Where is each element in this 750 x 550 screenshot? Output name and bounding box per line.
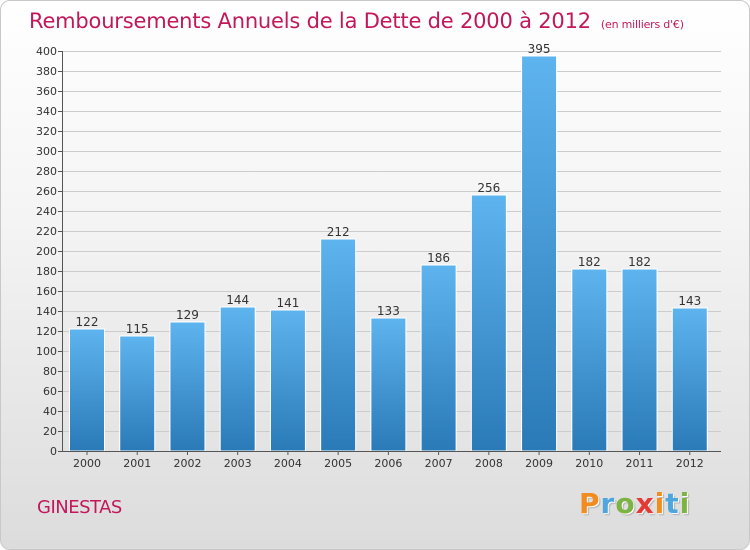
bar-2005 [320, 238, 357, 452]
y-tick-label: 360 [36, 85, 57, 98]
x-tick-label: 2012 [676, 457, 704, 470]
x-tick-label: 2000 [73, 457, 101, 470]
bar-2000 [69, 328, 105, 452]
value-label: 144 [226, 293, 249, 307]
logo-letter: P [579, 487, 601, 520]
y-tick-label: 200 [36, 245, 57, 258]
y-tick-label: 100 [36, 345, 57, 358]
y-tick-label: 180 [36, 265, 57, 278]
bar-2007 [420, 264, 457, 452]
x-tick-label: 2002 [173, 457, 201, 470]
bar-2009 [521, 55, 558, 452]
value-label: 122 [76, 315, 99, 329]
y-tick-label: 80 [43, 365, 57, 378]
bar-2004 [269, 309, 306, 452]
y-tick-label: 120 [36, 325, 57, 338]
x-tick-label: 2008 [475, 457, 503, 470]
y-tick-label: 60 [43, 385, 57, 398]
bar-2011 [621, 268, 658, 452]
y-tick-label: 320 [36, 125, 57, 138]
x-tick-label: 2003 [224, 457, 252, 470]
city-name: GINESTAS [37, 497, 122, 518]
bar-2010 [571, 268, 608, 452]
x-tick-label: 2009 [525, 457, 553, 470]
y-tick-label: 20 [43, 425, 57, 438]
value-label: 256 [477, 181, 500, 195]
y-tick-label: 40 [43, 405, 57, 418]
proxiti-logo: Proxiti [579, 487, 690, 520]
bars: 122 115 129 144 141 212 133 186 256 395 182 182 143 [69, 42, 708, 452]
x-tick-label: 2004 [274, 457, 302, 470]
y-tick-label: 280 [36, 165, 57, 178]
value-label: 182 [628, 255, 651, 269]
y-axis: 0 20 40 60 80 100 120 140 160 180 200 220 240 260 280 3… [36, 45, 63, 458]
y-tick-label: 240 [36, 205, 57, 218]
bar-2012 [671, 307, 708, 452]
value-label: 133 [377, 304, 400, 318]
value-label: 143 [678, 294, 701, 308]
logo-letter: x [635, 487, 655, 520]
logo-letter: r [600, 487, 616, 520]
value-label: 129 [176, 308, 199, 322]
x-axis: 2000 2001 2002 2003 2004 2005 2006 2007 2008 2009… [62, 451, 721, 470]
y-tick-label: 380 [36, 65, 57, 78]
bar-2002 [169, 321, 206, 452]
y-tick-label: 160 [36, 285, 57, 298]
x-tick-label: 2007 [425, 457, 453, 470]
x-tick-label: 2001 [123, 457, 151, 470]
y-tick-label: 0 [50, 445, 57, 458]
y-tick-label: 140 [36, 305, 57, 318]
y-tick-label: 400 [36, 45, 57, 58]
x-tick-label: 2010 [575, 457, 603, 470]
bar-2008 [470, 194, 507, 452]
y-tick-label: 220 [36, 225, 57, 238]
value-label: 182 [578, 255, 601, 269]
x-tick-label: 2005 [324, 457, 352, 470]
value-label: 186 [427, 251, 450, 265]
value-label: 395 [528, 42, 551, 56]
value-label: 115 [126, 322, 149, 336]
chart-subtitle: (en milliers d'€) [600, 18, 684, 31]
bar-2003 [219, 306, 256, 452]
value-label: 141 [276, 296, 299, 310]
x-tick-label: 2006 [374, 457, 402, 470]
logo-letter: i [654, 487, 666, 520]
bar-2006 [370, 317, 407, 452]
logo-letter: o [615, 487, 636, 520]
logo-letter: t [665, 487, 680, 520]
chart-title: Remboursements Annuels de la Dette de 20… [29, 9, 684, 33]
x-tick-label: 2011 [626, 457, 654, 470]
y-tick-label: 300 [36, 145, 57, 158]
bar-2001 [119, 335, 156, 452]
y-tick-label: 260 [36, 185, 57, 198]
chart-title-text: Remboursements Annuels de la Dette de 20… [29, 9, 591, 33]
value-label: 212 [327, 225, 350, 239]
y-tick-label: 340 [36, 105, 57, 118]
logo-letter: i [679, 487, 691, 520]
